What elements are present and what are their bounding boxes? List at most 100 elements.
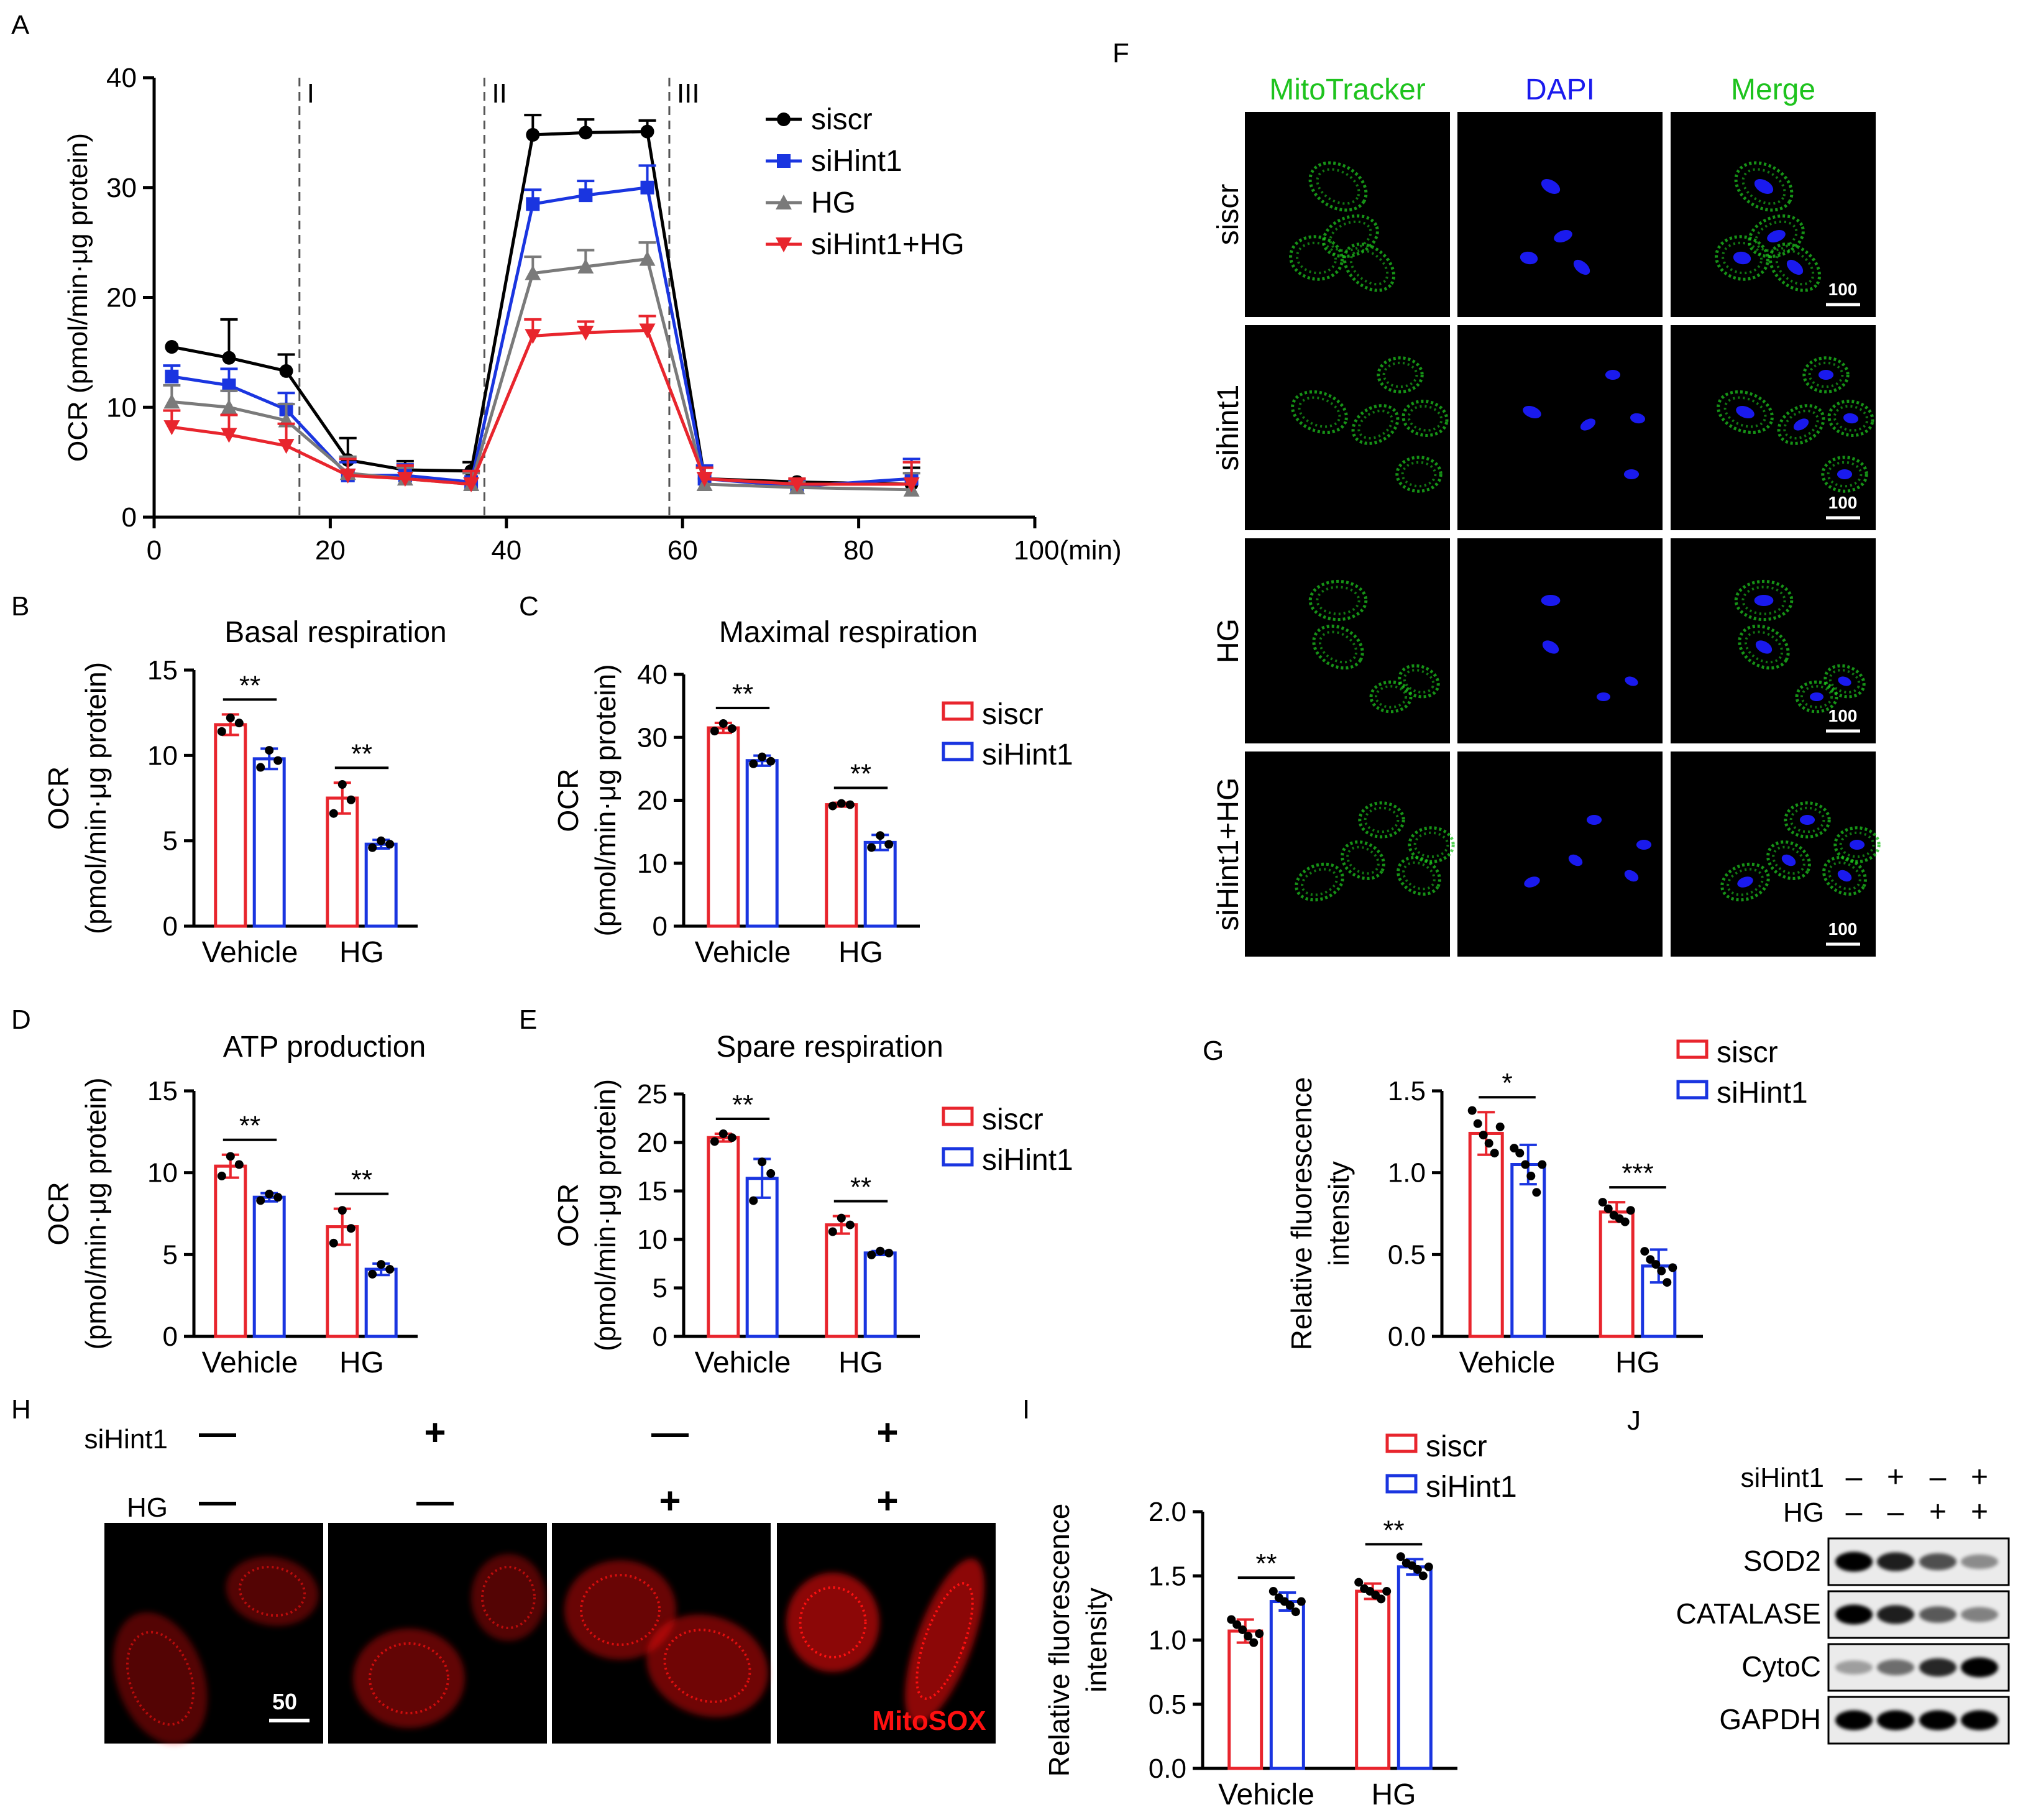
mitochondria-signal <box>1822 856 1867 896</box>
y-axis-title: OCR <box>42 1182 75 1245</box>
mitochondria-signal <box>1734 161 1794 212</box>
hg-sign: — <box>416 1480 454 1522</box>
y-tick-label: 15 <box>147 1076 178 1106</box>
row-label-hg: HG <box>1783 1497 1824 1528</box>
x-tick-label: 0 <box>147 535 162 566</box>
mitochondria-signal <box>1784 801 1831 839</box>
data-point <box>876 831 885 840</box>
y-tick-label: 30 <box>637 722 667 753</box>
nucleus <box>1736 406 1755 418</box>
data-point <box>828 1227 837 1236</box>
y-axis-title: intensity <box>1080 1588 1112 1693</box>
bar-siscr <box>707 726 740 928</box>
sihint1-sign: + <box>1971 1461 1988 1494</box>
mitochondria-signal <box>1828 669 1861 694</box>
data-point <box>526 197 540 211</box>
legend-label: siHint1 <box>982 738 1073 771</box>
data-point <box>339 468 356 484</box>
data-point <box>385 840 395 849</box>
data-point <box>845 1220 855 1229</box>
data-point <box>710 1137 719 1146</box>
x-category-label: HG <box>339 1346 384 1379</box>
x-tick-label: 40 <box>491 535 521 566</box>
data-point <box>1238 1625 1247 1634</box>
legend-swatch <box>942 1106 974 1126</box>
y-tick-label: 20 <box>637 1128 667 1158</box>
panel-h-image-row: siHint1 HG — — + — — + + +50 MitoSOX <box>85 1412 996 1745</box>
data-point <box>1424 1562 1433 1571</box>
mitochondria-signal <box>1375 685 1407 709</box>
panel-d-bar-chart: ATP production 0 5 10 15 OCR (pmol/min·μg prot… <box>42 1031 426 1379</box>
y-tick-label: 40 <box>106 63 137 93</box>
nucleus <box>1837 870 1852 882</box>
image-background <box>1671 751 1876 957</box>
mitosox-signal <box>663 1629 751 1703</box>
image-background <box>1245 325 1450 530</box>
data-point <box>640 180 654 195</box>
data-point <box>1268 1587 1278 1596</box>
data-point <box>1227 1615 1236 1624</box>
y-axis-title: (pmol/min·μg protein) <box>80 662 112 934</box>
blot-band <box>1835 1551 1873 1572</box>
mitochondria-signal <box>1395 456 1443 493</box>
mitochondria-signal <box>1789 806 1825 834</box>
blot-band <box>1877 1605 1914 1624</box>
injection-label: I <box>307 78 314 109</box>
legend-label: siHint1 <box>1426 1471 1517 1504</box>
data-point <box>577 326 594 341</box>
y-tick-label: 20 <box>637 786 667 816</box>
panel-letter-c: C <box>519 591 539 622</box>
y-tick-label: 5 <box>653 1273 667 1303</box>
panel-letter-e: E <box>519 1004 537 1035</box>
data-point <box>226 713 235 722</box>
legend-label: siscr <box>811 103 873 136</box>
data-point <box>758 752 767 761</box>
significance-label: ** <box>1383 1515 1404 1545</box>
protein-label: CytoC <box>1741 1650 1821 1683</box>
data-point <box>273 756 283 765</box>
sihint1-sign: – <box>1846 1461 1863 1494</box>
data-point <box>217 1171 226 1180</box>
y-tick-label: 0 <box>163 911 178 942</box>
data-point <box>640 124 654 139</box>
data-point <box>165 340 179 354</box>
nucleus <box>1754 595 1774 606</box>
data-point <box>1484 1139 1493 1148</box>
protein-label: GAPDH <box>1719 1703 1821 1735</box>
mitochondria-signal <box>1298 396 1341 428</box>
data-point <box>639 323 656 339</box>
data-point <box>329 1238 338 1248</box>
blot-band <box>1877 1659 1914 1676</box>
data-point <box>1651 1260 1661 1269</box>
data-point <box>1382 1587 1392 1596</box>
y-tick-label: 2.0 <box>1149 1497 1186 1527</box>
blot-band <box>1919 1710 1956 1730</box>
mitochondria-signal <box>1821 456 1868 493</box>
hg-sign: – <box>1846 1496 1863 1528</box>
bar-siHint1 <box>863 1251 897 1338</box>
y-tick-label: 0.5 <box>1149 1689 1186 1720</box>
legend-marker <box>777 154 791 168</box>
y-axis-title: (pmol/min·μg protein) <box>80 1077 112 1349</box>
data-point <box>1640 1247 1649 1256</box>
data-point <box>727 724 736 733</box>
mitosox-signal <box>580 1574 661 1646</box>
mitosox-signal <box>238 1566 306 1617</box>
mitochondria-signal <box>1308 579 1368 622</box>
data-point <box>696 472 713 487</box>
data-point <box>1668 1263 1677 1272</box>
y-tick-label: 0.5 <box>1388 1239 1426 1270</box>
chart-title: Maximal respiration <box>719 616 978 649</box>
data-point <box>397 472 413 487</box>
data-point <box>1510 1144 1519 1153</box>
nucleus <box>1781 854 1796 866</box>
protein-label: SOD2 <box>1743 1545 1821 1577</box>
data-point <box>749 759 758 768</box>
mitochondria-signal <box>1308 161 1368 212</box>
y-axis-title: intensity <box>1323 1161 1355 1266</box>
data-point <box>1232 1620 1242 1629</box>
mitosox-signal <box>905 1558 984 1724</box>
data-point <box>867 843 876 852</box>
image-background <box>1457 112 1663 317</box>
nucleus <box>1843 413 1858 424</box>
